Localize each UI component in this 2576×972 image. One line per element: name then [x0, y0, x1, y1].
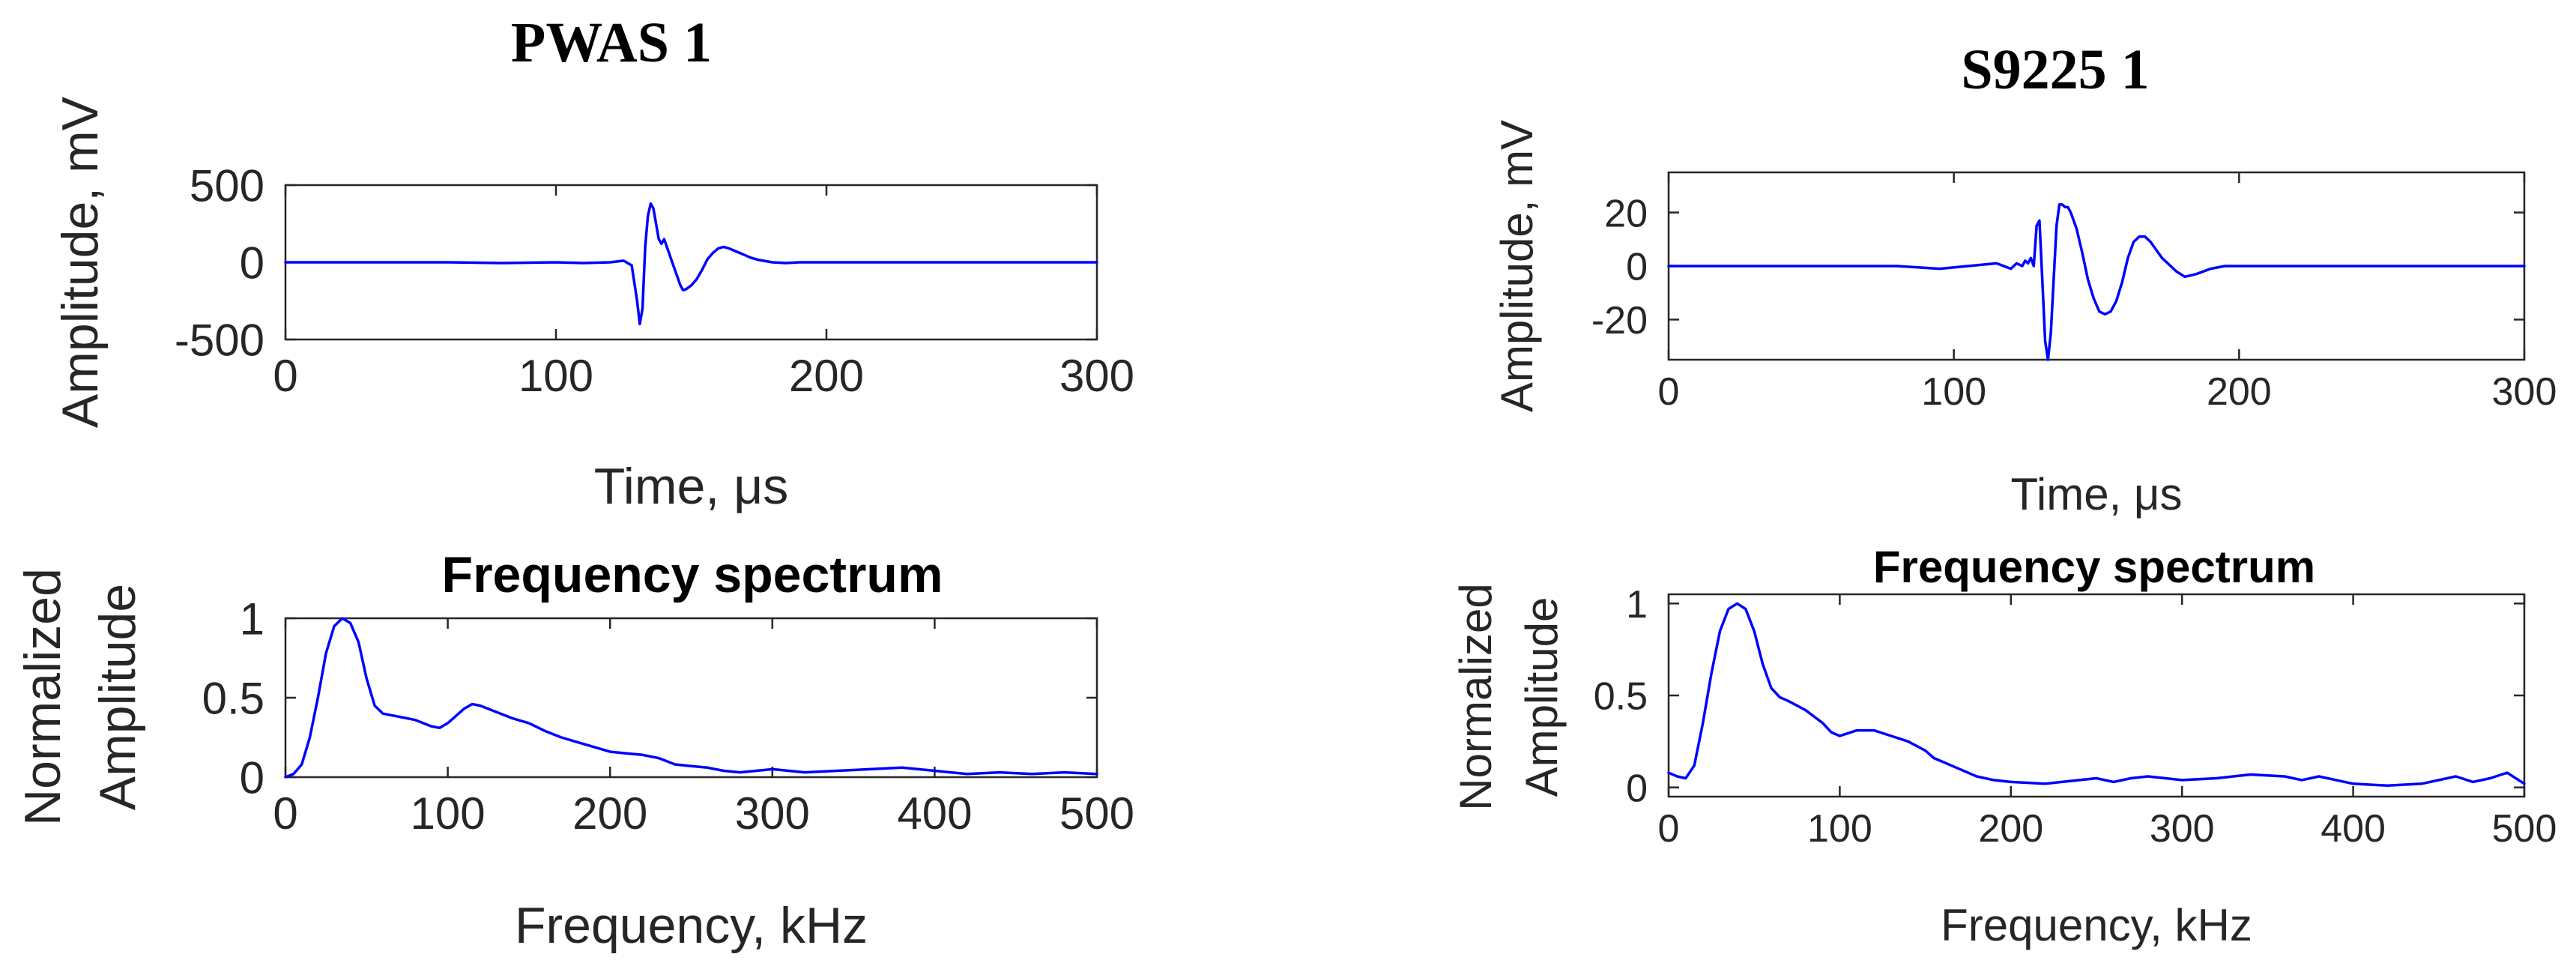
right-spectrum-ylabel-line1: Normalized	[1451, 583, 1501, 810]
right-time-xtick-label: 200	[2207, 370, 2272, 414]
left-spectrum-xtick-label: 0	[273, 788, 297, 839]
right-panel-title: S9225 1	[1961, 38, 2149, 101]
left-time-ytick-label: 500	[190, 161, 264, 211]
right-spectrum-ylabel-line2: Amplitude	[1517, 597, 1567, 797]
left-spectrum-xtick-label: 500	[1059, 788, 1134, 839]
right-time-xtick-label: 100	[1921, 370, 1986, 414]
right-spectrum-xtick-label: 100	[1807, 807, 1872, 851]
right-spectrum-series-line	[1667, 602, 2526, 788]
right-spectrum-ytick-label: 0	[1626, 767, 1648, 810]
right-spectrum-plot: 0 100 200 300 400 500 0 0.5 1 Frequency, kHz Norma…	[1451, 583, 2557, 950]
left-spectrum-ytick-label: 0	[240, 753, 264, 803]
left-spectrum-ylabel-line1: Normalized	[14, 568, 71, 826]
right-spectrum-ytick-label: 0.5	[1594, 675, 1648, 719]
right-time-ytick-label: -20	[1591, 299, 1648, 342]
left-spectrum-xtick-label: 300	[735, 788, 810, 839]
left-time-ytick-label: 0	[240, 238, 264, 289]
left-spectrum-xtick-label: 200	[572, 788, 647, 839]
right-time-xtick-label: 0	[1658, 370, 1680, 414]
left-time-ytick-label: -500	[175, 316, 264, 366]
right-spectrum-axes-box	[1667, 593, 2526, 798]
left-time-xtick-label: 0	[273, 351, 297, 401]
left-spectrum-xtick-label: 400	[897, 788, 972, 839]
left-spectrum-axes-box	[284, 617, 1098, 779]
right-time-series-line	[1667, 203, 2526, 361]
left-spectrum-plot: 0 100 200 300 400 500 0 0.5 1 Frequency, kHz Norma…	[14, 568, 1134, 954]
left-spectrum-xtick-label: 100	[411, 788, 486, 839]
left-time-xlabel: Time, μs	[594, 458, 789, 515]
right-spectrum-xlabel: Frequency, kHz	[1941, 900, 2252, 950]
left-panel-title: PWAS 1	[511, 11, 712, 74]
right-time-ytick-label: 0	[1626, 246, 1648, 289]
right-time-xlabel: Time, μs	[2010, 469, 2182, 519]
left-spectrum-ytick-label: 0.5	[202, 674, 264, 724]
right-spectrum-xtick-label: 500	[2492, 807, 2557, 851]
right-spectrum-ytick-label: 1	[1626, 583, 1648, 627]
right-time-ylabel: Amplitude, mV	[1492, 120, 1542, 412]
right-spectrum-xtick-label: 400	[2320, 807, 2386, 851]
right-spectrum-title: Frequency spectrum	[1873, 542, 2315, 592]
left-spectrum-title: Frequency spectrum	[442, 546, 943, 603]
right-spectrum-xtick-label: 0	[1658, 807, 1680, 851]
left-spectrum-xlabel: Frequency, kHz	[515, 897, 868, 954]
left-spectrum-ytick-label: 1	[240, 594, 264, 645]
left-spectrum-ylabel-line2: Amplitude	[89, 584, 146, 810]
left-time-xtick-label: 300	[1059, 351, 1134, 401]
left-time-xtick-label: 100	[518, 351, 593, 401]
left-time-xtick-label: 200	[789, 351, 864, 401]
right-time-xtick-label: 300	[2492, 370, 2557, 414]
left-spectrum-series-line	[284, 617, 1098, 779]
right-spectrum-xtick-label: 300	[2150, 807, 2215, 851]
left-time-series-line	[284, 202, 1098, 326]
right-spectrum-xtick-label: 200	[1978, 807, 2043, 851]
right-time-ytick-label: 20	[1604, 192, 1648, 235]
left-time-ylabel: Amplitude, mV	[52, 96, 109, 428]
